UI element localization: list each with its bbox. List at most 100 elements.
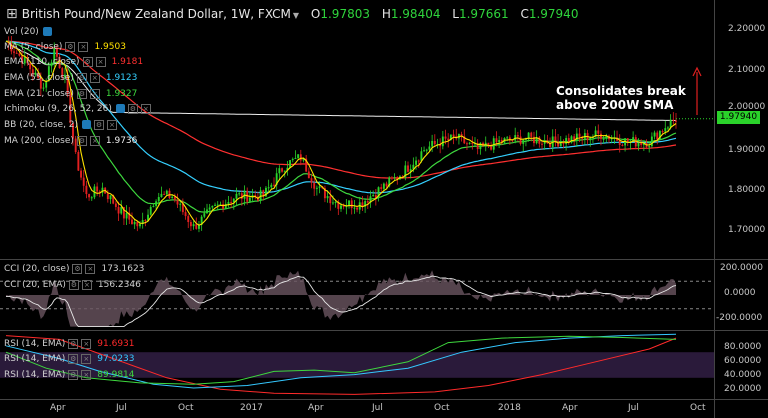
settings-icon[interactable]: ⚙ — [76, 72, 87, 83]
candle-body — [498, 140, 501, 143]
settings-icon[interactable]: ⚙ — [65, 41, 76, 52]
candle-body — [214, 204, 216, 206]
candle-body — [495, 138, 498, 143]
ma200-legend[interactable]: MA (200, close) ⚙ × 1.9736 — [4, 135, 137, 147]
close-icon[interactable]: × — [81, 338, 92, 349]
close-icon[interactable]: × — [89, 72, 100, 83]
close-icon[interactable]: × — [89, 88, 100, 99]
settings-icon[interactable]: ⚙ — [72, 263, 83, 274]
candle-body — [149, 206, 152, 215]
ma5-legend[interactable]: MA (5, close) ⚙ × 1.9503 — [4, 41, 126, 53]
candle-body — [382, 183, 385, 189]
symbol-title[interactable]: British Pound/New Zealand Dollar, 1W, FX… — [21, 7, 291, 21]
candle-body — [90, 197, 93, 199]
cci1-label: CCI (20, close) — [4, 264, 70, 274]
candle-body — [538, 137, 541, 144]
candle-body — [262, 190, 265, 197]
rsi3-legend[interactable]: RSI (14, EMA) ⚙ × 89.9814 — [4, 369, 135, 381]
annotation-text: Consolidates break above 200W SMA — [556, 84, 686, 112]
settings-icon[interactable]: ⚙ — [76, 88, 87, 99]
ma5-line — [5, 40, 677, 226]
candle-body — [15, 52, 18, 54]
candle-body — [516, 135, 519, 137]
eye-icon[interactable] — [82, 120, 92, 129]
candle-body — [640, 142, 643, 146]
candle-body — [618, 140, 621, 145]
candle-body — [128, 212, 131, 220]
settings-icon[interactable]: ⚙ — [76, 135, 87, 146]
candle-body — [141, 220, 144, 225]
candle-body — [554, 136, 557, 142]
candle-body — [310, 178, 313, 183]
close-icon[interactable]: × — [89, 135, 100, 146]
rsi1-legend[interactable]: RSI (14, EMA) ⚙ × 91.6931 — [4, 338, 135, 350]
ichimoku-legend[interactable]: Ichimoku (9, 26, 52, 26) ⚙ × — [4, 103, 151, 115]
settings-icon[interactable]: ⚙ — [68, 338, 79, 349]
candle-body — [329, 196, 332, 204]
close-icon[interactable]: × — [140, 103, 151, 114]
cci-tick: 0.0000 — [724, 288, 756, 298]
close-icon[interactable]: × — [107, 119, 118, 130]
last-price-tag: 1.97940 — [717, 111, 760, 124]
candle-body — [369, 196, 372, 203]
candle-body — [527, 132, 530, 139]
candle-body — [364, 201, 367, 207]
close-icon[interactable]: × — [85, 263, 96, 274]
settings-icon[interactable]: ⚙ — [82, 56, 93, 67]
candle-body — [165, 190, 168, 195]
candle-body — [366, 201, 369, 203]
close-icon[interactable]: × — [81, 369, 92, 380]
rsi2-legend[interactable]: RSI (14, EMA) ⚙ × 97.0233 — [4, 353, 135, 365]
eye-icon[interactable] — [42, 27, 52, 36]
cci1-legend[interactable]: CCI (20, close) ⚙ × 173.1623 — [4, 263, 144, 275]
expand-icon[interactable]: ⊞ — [6, 6, 18, 22]
settings-icon[interactable]: ⚙ — [127, 103, 138, 114]
settings-icon[interactable]: ⚙ — [68, 353, 79, 364]
candle-body — [441, 136, 444, 147]
candle-body — [133, 221, 136, 225]
close-icon[interactable]: × — [81, 353, 92, 364]
ema55-legend[interactable]: EMA (55, close) ⚙ × 1.9123 — [4, 72, 137, 84]
x-tick: Jul — [628, 403, 639, 413]
settings-icon[interactable]: ⚙ — [94, 119, 105, 130]
candle-body — [565, 138, 568, 144]
candle-body — [179, 203, 182, 205]
candle-body — [192, 224, 195, 227]
ema21-legend[interactable]: EMA (21, close) ⚙ × 1.9327 — [4, 88, 137, 100]
eye-icon[interactable] — [115, 104, 125, 113]
candle-body — [500, 140, 503, 143]
close-icon[interactable]: × — [78, 41, 89, 52]
candle-body — [45, 80, 48, 88]
ema110-legend[interactable]: EMA (110, close) ⚙ × 1.9181 — [4, 56, 143, 68]
candle-body — [66, 74, 69, 94]
candle-body — [307, 171, 310, 179]
chevron-down-icon[interactable]: ▼ — [292, 11, 300, 20]
candle-body — [26, 57, 29, 64]
settings-icon[interactable]: ⚙ — [68, 279, 79, 290]
candle-body — [64, 74, 66, 78]
close-icon[interactable]: × — [95, 56, 106, 67]
candle-body — [634, 137, 637, 147]
ema55-value: 1.9123 — [105, 73, 138, 83]
candle-body — [47, 66, 50, 81]
rsi1-value: 91.6931 — [97, 339, 135, 349]
rsi2-label: RSI (14, EMA) — [4, 354, 66, 364]
candle-body — [109, 195, 112, 200]
vol-legend[interactable]: Vol (20) — [4, 26, 52, 38]
candle-body — [216, 204, 219, 206]
x-tick: Apr — [308, 403, 324, 413]
bb-legend[interactable]: BB (20, close, 2) ⚙ × — [4, 119, 118, 131]
candle-body — [597, 130, 600, 134]
candle-body — [297, 154, 300, 159]
candle-body — [173, 196, 176, 200]
cci2-legend[interactable]: CCI (20, EMA) ⚙ × 156.2346 — [4, 279, 141, 291]
settings-icon[interactable]: ⚙ — [68, 369, 79, 380]
candle-body — [42, 87, 45, 89]
close-icon[interactable]: × — [81, 279, 92, 290]
candle-body — [452, 134, 455, 137]
y-tick: 1.90000 — [728, 145, 766, 155]
candle-body — [463, 136, 466, 144]
candle-body — [112, 195, 115, 204]
